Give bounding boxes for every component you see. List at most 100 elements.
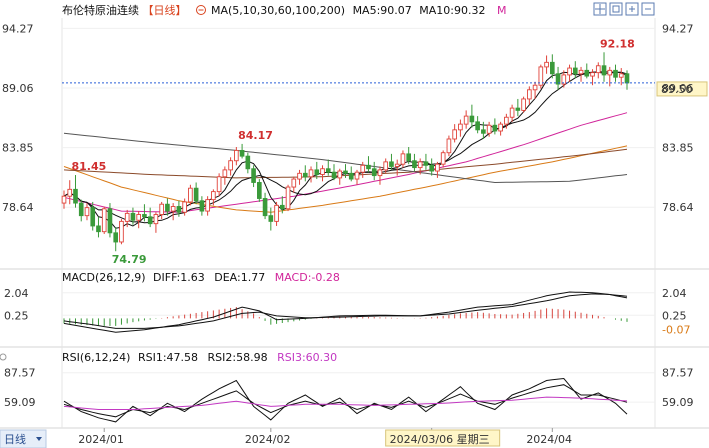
candle[interactable] [211,189,216,206]
candle[interactable] [257,179,262,202]
candle[interactable] [142,204,147,222]
candle[interactable] [320,165,325,182]
zoom-out-icon[interactable] [641,2,655,16]
candle[interactable] [532,81,538,99]
macd-params[interactable]: MACD(26,12,9) [62,271,146,284]
candle[interactable] [119,219,124,245]
candle[interactable] [452,124,457,143]
candle[interactable] [618,68,624,86]
candle[interactable] [274,201,279,226]
candle[interactable] [268,207,274,231]
candle[interactable] [521,96,526,113]
candle[interactable] [607,66,613,87]
candle[interactable] [389,153,394,170]
candle[interactable] [222,166,228,185]
candle[interactable] [176,200,182,217]
candle[interactable] [458,119,463,137]
candle[interactable] [567,64,572,82]
candle[interactable] [84,203,90,221]
candle[interactable] [348,166,354,182]
candle[interactable] [515,98,521,117]
fit-icon[interactable] [609,2,623,16]
candle[interactable] [279,196,285,214]
candle[interactable] [331,164,337,181]
candle[interactable] [504,113,509,129]
candle[interactable] [544,55,549,74]
candle[interactable] [182,198,187,216]
candle[interactable] [377,166,383,185]
candle[interactable] [170,203,176,221]
candle[interactable] [412,153,417,172]
candle[interactable] [590,69,595,86]
candle[interactable] [61,190,67,209]
candle[interactable] [285,184,291,212]
candle[interactable] [360,161,366,178]
candle[interactable] [199,196,205,216]
candle[interactable] [492,118,498,135]
candle[interactable] [90,201,96,231]
candle[interactable] [371,161,377,181]
candle[interactable] [337,168,343,185]
candle[interactable] [262,192,268,220]
candle[interactable] [527,86,532,105]
candle[interactable] [601,52,607,82]
candle[interactable] [578,66,584,82]
candle[interactable] [498,121,503,136]
candle[interactable] [107,203,113,238]
candle[interactable] [475,116,480,134]
candle[interactable] [509,104,515,122]
candle[interactable] [469,104,475,128]
candle[interactable] [343,164,348,178]
candle[interactable] [417,158,423,175]
candle[interactable] [78,199,84,222]
rsi-params[interactable]: RSI(6,12,24) [62,351,130,364]
candle[interactable] [136,211,142,229]
candle[interactable] [113,227,119,252]
candle[interactable] [423,153,429,170]
candle[interactable] [383,158,389,174]
candle[interactable] [147,207,153,228]
candle[interactable] [595,62,601,79]
candle[interactable] [159,201,164,220]
zoom-in-icon[interactable] [625,2,639,16]
crosshair-icon[interactable] [593,2,607,16]
candle[interactable] [584,63,590,79]
candle[interactable] [314,161,320,180]
candle[interactable] [446,135,452,157]
candle[interactable] [193,182,199,205]
period-label[interactable]: 【日线】 [143,3,187,17]
candle[interactable] [429,158,434,176]
candle[interactable] [153,212,159,233]
candle[interactable] [549,54,555,79]
candle[interactable] [165,198,170,216]
ma-more[interactable]: M [497,4,507,17]
candle[interactable] [297,169,302,185]
candle[interactable] [366,156,371,173]
candle[interactable] [440,150,446,168]
candle[interactable] [124,209,130,228]
candle[interactable] [572,61,578,79]
candle[interactable] [130,207,136,225]
candle[interactable] [538,64,544,89]
candle[interactable] [325,159,331,176]
candle[interactable] [406,147,412,165]
candle[interactable] [613,64,618,82]
candle[interactable] [216,173,222,197]
candle[interactable] [561,70,567,88]
candle[interactable] [73,175,78,208]
candle[interactable] [291,176,297,193]
candle[interactable] [463,110,469,129]
candle[interactable] [96,216,101,238]
candle[interactable] [481,121,486,139]
candle[interactable] [251,165,256,188]
settings-icon[interactable] [196,5,206,15]
candle[interactable] [354,169,360,185]
candle[interactable] [394,159,400,176]
period-tab[interactable]: 日线 [0,429,47,448]
candle[interactable] [228,157,233,176]
candle[interactable] [435,161,440,178]
ma-params[interactable]: MA(5,10,30,60,100,200) [211,4,345,17]
collapse-icon[interactable] [0,353,7,361]
candle[interactable] [188,184,193,206]
